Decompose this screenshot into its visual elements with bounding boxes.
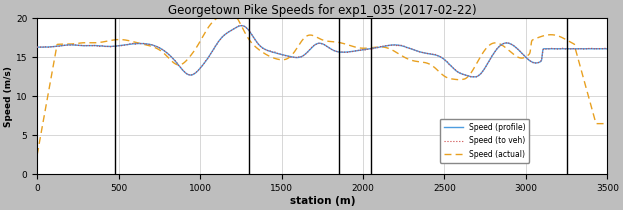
Y-axis label: Speed (m/s): Speed (m/s) xyxy=(4,66,13,127)
X-axis label: station (m): station (m) xyxy=(290,196,355,206)
Title: Georgetown Pike Speeds for exp1_035 (2017-02-22): Georgetown Pike Speeds for exp1_035 (201… xyxy=(168,4,477,17)
Legend: Speed (profile), Speed (to veh), Speed (actual): Speed (profile), Speed (to veh), Speed (… xyxy=(440,119,530,163)
